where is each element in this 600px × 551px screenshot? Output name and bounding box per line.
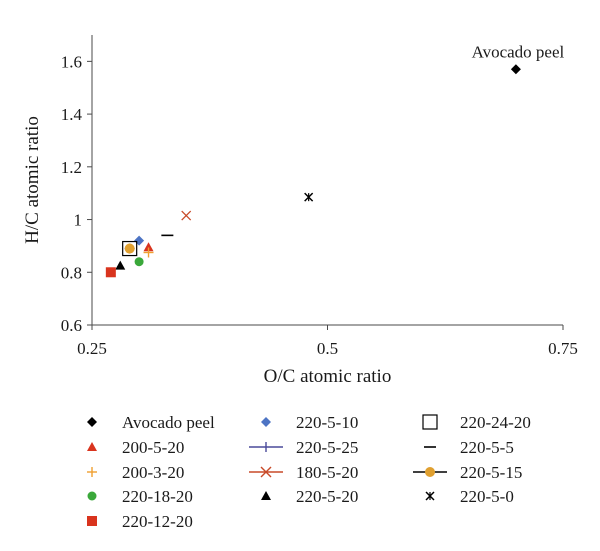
legend-label: 220-5-15 (460, 463, 522, 482)
point-annotation: Avocado peel (472, 42, 565, 61)
legend-marker (422, 414, 438, 430)
legend-label: 200-5-20 (122, 438, 184, 457)
legend-marker (87, 442, 97, 451)
legend-item-220-5-5: 220-5-5 (424, 438, 514, 457)
legend-label: 220-5-20 (296, 487, 358, 506)
axes: 0.6 0.8 1 1.2 1.4 1.6 0.25 0.5 0.75 O/C atomic ra… (22, 35, 578, 387)
legend-label: 220-5-10 (296, 413, 358, 432)
legend-marker (249, 466, 283, 478)
legend-label: 180-5-20 (296, 463, 358, 482)
data-point-220-5-15 (124, 243, 135, 254)
legend-item-220-18-20: 220-18-20 (87, 487, 193, 506)
data-point-220-5-0 (304, 192, 314, 202)
data-point-220-5-20 (115, 260, 126, 270)
legend-item-220-5-10: 220-5-10 (261, 413, 358, 432)
legend-marker (425, 491, 435, 501)
data-point-avocado-peel (510, 64, 521, 75)
data-point-220-24-20 (122, 240, 138, 257)
legend-item-220-5-20: 220-5-20 (261, 487, 358, 506)
legend-item-avocado-peel: Avocado peel (87, 413, 215, 432)
y-tick-label: 1.6 (61, 52, 82, 71)
legend-item-220-5-15: 220-5-15 (413, 463, 522, 482)
x-tick-label: 0.5 (317, 339, 338, 358)
y-tick-label: 0.6 (61, 316, 82, 335)
legend-item-220-5-0: 220-5-0 (425, 487, 514, 506)
x-axis-title: O/C atomic ratio (264, 366, 392, 387)
data-point-200-3-20 (143, 247, 154, 258)
legend-label: 220-5-25 (296, 438, 358, 457)
data-point-220-5-10 (134, 235, 145, 246)
y-tick-label: 0.8 (61, 263, 82, 282)
legend-label: 220-5-5 (460, 438, 514, 457)
legend-item-180-5-20: 180-5-20 (249, 463, 358, 482)
y-axis-title: H/C atomic ratio (22, 116, 43, 244)
legend-item-220-24-20: 220-24-20 (422, 413, 531, 432)
legend-marker (261, 491, 271, 500)
y-tick-label: 1 (74, 211, 83, 230)
legend-marker (413, 467, 447, 477)
legend-marker (87, 516, 97, 526)
legend-label: 220-12-20 (122, 512, 193, 531)
legend-item-220-5-25: 220-5-25 (249, 438, 358, 457)
legend-item-200-5-20: 200-5-20 (87, 438, 184, 457)
y-tick-label: 1.4 (61, 105, 83, 124)
legend-item-220-12-20: 220-12-20 (87, 512, 193, 531)
legend-marker (87, 467, 97, 477)
legend-label: 220-5-0 (460, 487, 514, 506)
legend-marker (261, 417, 271, 427)
legend-label: 220-24-20 (460, 413, 531, 432)
data-point-180-5-20 (181, 210, 192, 221)
legend-item-200-3-20: 200-3-20 (87, 463, 184, 482)
legend-marker (249, 442, 283, 452)
data-point-220-18-20 (134, 257, 144, 267)
legend-marker (87, 417, 97, 427)
annotations: Avocado peel (472, 42, 565, 61)
x-tick-label: 0.25 (77, 339, 107, 358)
legend-marker (87, 491, 97, 501)
legend: Avocado peel 220-5-10 220-24-20 200-5-20 220… (87, 413, 531, 531)
data-point-200-5-20 (143, 242, 154, 252)
y-tick-label: 1.2 (61, 158, 82, 177)
x-tick-label: 0.75 (548, 339, 578, 358)
plot-points (105, 64, 521, 278)
legend-label: 200-3-20 (122, 463, 184, 482)
legend-label: Avocado peel (122, 413, 215, 432)
legend-label: 220-18-20 (122, 487, 193, 506)
data-point-220-12-20 (105, 267, 116, 278)
